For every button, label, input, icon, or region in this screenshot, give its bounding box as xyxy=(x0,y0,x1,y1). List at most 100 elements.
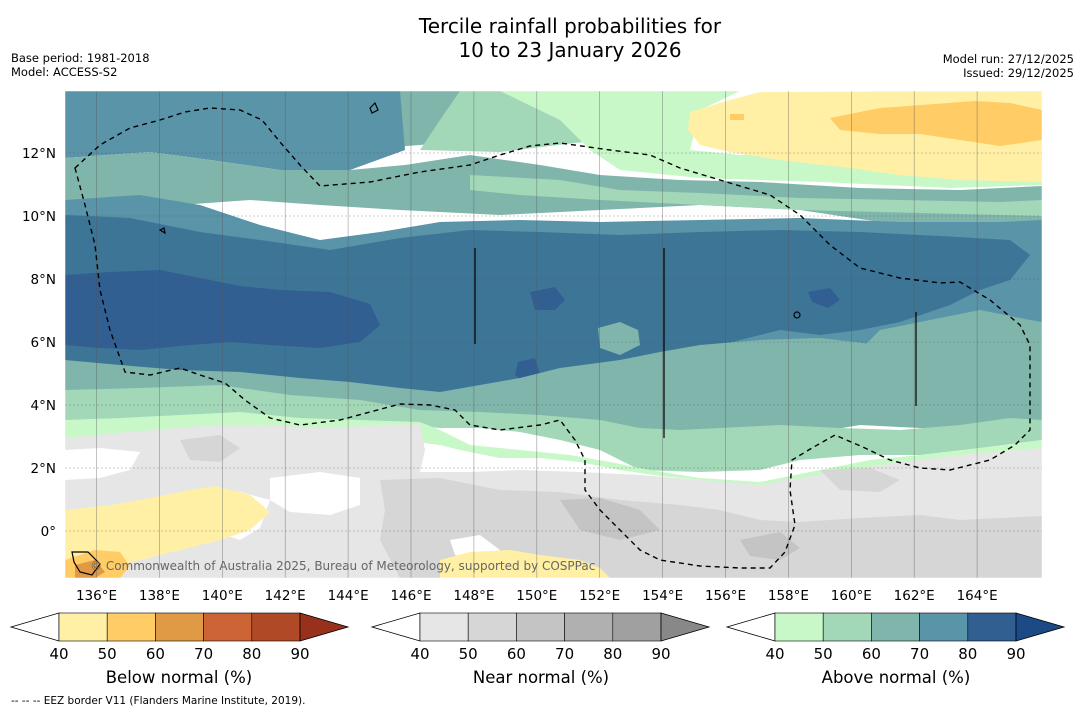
lon-label: 160°E xyxy=(831,588,872,604)
lon-label: 136°E xyxy=(76,588,117,604)
colorbar-segment xyxy=(822,612,872,642)
issued-date: Issued: 29/12/2025 xyxy=(963,66,1074,80)
colorbar-segment xyxy=(251,612,301,642)
lon-label: 144°E xyxy=(328,588,369,604)
above-50-midnorth xyxy=(470,175,1042,216)
above-90-patch-a xyxy=(530,287,565,310)
colorbar-segment xyxy=(419,612,469,642)
colorbar-tick-label: 90 xyxy=(651,645,670,663)
colorbar-extension-high xyxy=(660,612,711,642)
lon-label: 148°E xyxy=(453,588,494,604)
near-50-patch-b xyxy=(380,478,1042,578)
colorbar-tick-label: 50 xyxy=(814,645,833,663)
lon-label: 150°E xyxy=(516,588,557,604)
colorbar-extension-high xyxy=(299,612,350,642)
lat-label: 8°N xyxy=(31,272,56,288)
colorbar-segment xyxy=(106,612,156,642)
colorbar-extension-low xyxy=(725,612,776,642)
above-90-patch-c xyxy=(808,288,840,308)
colorbar-segment xyxy=(516,612,565,642)
lat-label: 6°N xyxy=(31,335,56,351)
near-50-patch-a xyxy=(180,435,240,462)
near-50-patch-c xyxy=(820,468,900,492)
lat-label: 10°N xyxy=(22,209,56,225)
lat-label: 12°N xyxy=(22,146,56,162)
colorbar-segment xyxy=(967,612,1017,642)
white-gap-a xyxy=(65,448,140,480)
lon-label: 164°E xyxy=(957,588,998,604)
colorbar-tick-label: 90 xyxy=(290,645,309,663)
colorbar-segment xyxy=(58,612,108,642)
lon-label: 146°E xyxy=(390,588,431,604)
colorbar-extension-low xyxy=(370,612,421,642)
colorbar-tick-label: 50 xyxy=(459,645,478,663)
colorbar-tick-label: 80 xyxy=(242,645,261,663)
colorbar-extension-high xyxy=(1015,612,1066,642)
model-run: Model run: 27/12/2025 xyxy=(942,52,1074,66)
colorbar-tick-label: 60 xyxy=(146,645,165,663)
footer-note: -- -- -- EEZ border V11 (Flanders Marine… xyxy=(11,695,306,707)
colorbar-segment xyxy=(203,612,253,642)
colorbar-tick-label: 40 xyxy=(410,645,429,663)
colorbar-extension-low xyxy=(9,612,60,642)
copyright-notice: © Commonwealth of Australia 2025, Bureau… xyxy=(90,559,595,573)
latitude-labels: 12°N 10°N 8°N 6°N 4°N 2°N 0° xyxy=(22,146,56,540)
lat-label: 0° xyxy=(41,524,56,540)
above-70-northwest xyxy=(65,91,405,170)
colorbar-title-near: Near normal (%) xyxy=(472,668,610,687)
lon-label: 162°E xyxy=(894,588,935,604)
below-50-northeast xyxy=(830,101,1042,146)
colorbar-above-normal: 40 50 60 70 80 90 xyxy=(725,612,1066,663)
colorbar-tick-label: 90 xyxy=(1006,645,1025,663)
colorbar-tick-label: 70 xyxy=(555,645,574,663)
colorbar-title-below: Below normal (%) xyxy=(105,668,253,687)
colorbar-segment xyxy=(774,612,824,642)
colorbar-segment xyxy=(919,612,969,642)
lat-label: 2°N xyxy=(31,461,56,477)
colorbar-tick-label: 60 xyxy=(507,645,526,663)
longitude-labels: 136°E 138°E 140°E 142°E 144°E 146°E 148°… xyxy=(76,588,998,604)
above-50-south xyxy=(65,385,1042,472)
below-60-patch xyxy=(75,560,105,578)
colorbar-segment xyxy=(612,612,662,642)
probability-field xyxy=(65,91,1042,578)
island-markers xyxy=(71,101,917,576)
lon-label: 158°E xyxy=(768,588,809,604)
map-frame xyxy=(64,90,1043,579)
below-50-patch xyxy=(730,114,744,120)
white-gap-b xyxy=(270,472,360,515)
colorbar-segment xyxy=(871,612,920,642)
colorbar-tick-label: 60 xyxy=(862,645,881,663)
gridlines xyxy=(65,91,1042,578)
base-period: Base period: 1981-2018 xyxy=(11,51,150,65)
lon-label: 152°E xyxy=(579,588,620,604)
colorbar-tick-label: 80 xyxy=(603,645,622,663)
colorbar-tick-label: 40 xyxy=(765,645,784,663)
colorbar-tick-label: 70 xyxy=(910,645,929,663)
above-50-north xyxy=(420,91,600,152)
colorbar-segment xyxy=(155,612,204,642)
metadata-right: Model run: 27/12/2025 Issued: 29/12/2025 xyxy=(943,52,1074,80)
above-40-north xyxy=(500,91,1042,188)
lon-label: 138°E xyxy=(139,588,180,604)
model-name: Model: ACCESS-S2 xyxy=(11,65,118,79)
above-60-inner-patch xyxy=(598,322,640,355)
colorbar-segment xyxy=(467,612,517,642)
colorbar-near-normal: 40 50 60 70 80 90 xyxy=(370,612,711,663)
near-60-patch xyxy=(560,498,660,540)
title-line-2: 10 to 23 January 2026 xyxy=(458,38,682,62)
eez-borders xyxy=(74,107,1031,569)
metadata-left: Base period: 1981-2018 Model: ACCESS-S2 xyxy=(11,51,150,79)
title-line-1: Tercile rainfall probabilities for xyxy=(418,14,722,38)
lat-label: 4°N xyxy=(31,398,56,414)
colorbar-title-above: Above normal (%) xyxy=(821,668,971,687)
lon-label: 140°E xyxy=(202,588,243,604)
chart-title: Tercile rainfall probabilities for 10 to… xyxy=(0,14,1085,62)
lon-label: 156°E xyxy=(705,588,746,604)
colorbar-segment xyxy=(564,612,614,642)
lon-label: 142°E xyxy=(265,588,306,604)
colorbar-tick-label: 40 xyxy=(49,645,68,663)
colorbar-tick-label: 70 xyxy=(194,645,213,663)
below-40-patch-south xyxy=(440,550,610,578)
